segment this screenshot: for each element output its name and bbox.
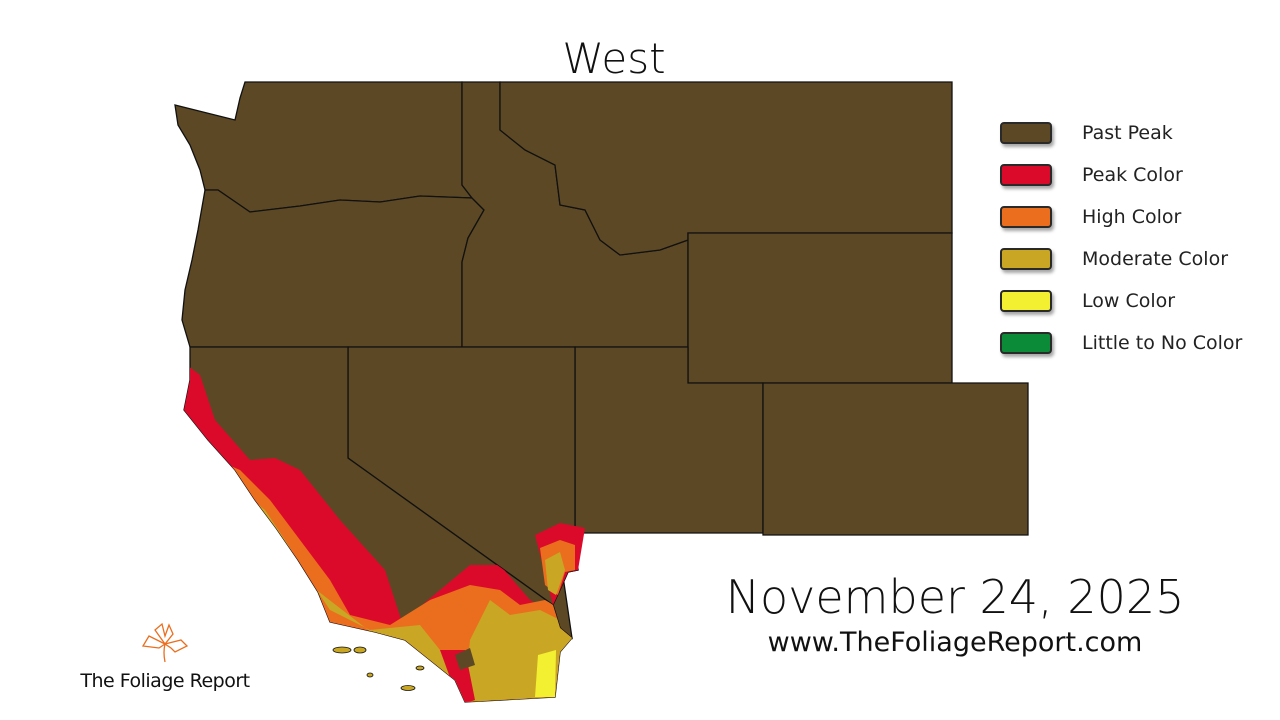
logo-text: The Foliage Report [80,670,250,692]
legend: Past Peak Peak Color High Color Moderate… [1000,112,1242,364]
state-colorado [762,382,1029,536]
legend-item-moderate-color: Moderate Color [1000,238,1242,280]
legend-item-little-to-no-color: Little to No Color [1000,322,1242,364]
legend-label: High Color [1082,206,1182,228]
website-url: www.TheFoliageReport.com [767,627,1143,658]
state-oregon [181,189,485,348]
legend-item-past-peak: Past Peak [1000,112,1242,154]
legend-label: Low Color [1082,290,1176,312]
legend-item-peak-color: Peak Color [1000,154,1242,196]
arizona-foliage-moderate [545,552,565,595]
legend-label: Moderate Color [1082,248,1229,270]
california-foliage-bands [184,360,572,702]
legend-swatch [1000,122,1052,144]
report-date: November 24, 2025 [725,570,1185,624]
state-wyoming [687,232,953,384]
legend-swatch [1000,332,1052,354]
legend-label: Peak Color [1082,164,1183,186]
legend-label: Little to No Color [1082,332,1243,354]
legend-item-high-color: High Color [1000,196,1242,238]
legend-label: Past Peak [1082,122,1173,144]
legend-swatch [1000,248,1052,270]
legend-item-low-color: Low Color [1000,280,1242,322]
channel-islands [332,646,425,691]
legend-swatch [1000,290,1052,312]
legend-swatch [1000,206,1052,228]
logo: The Foliage Report [70,622,260,692]
legend-swatch [1000,164,1052,186]
maple-leaf-outline-icon [141,622,189,663]
map-title: West [562,34,666,83]
